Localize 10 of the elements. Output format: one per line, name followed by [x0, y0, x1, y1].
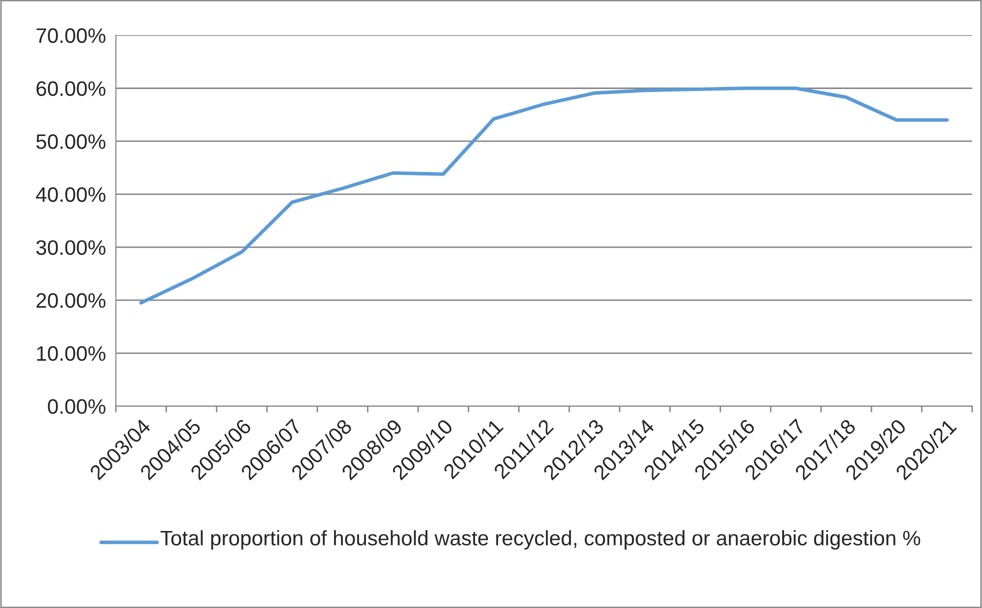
legend-label: Total proportion of household waste recycled, composted or anaerobic digestion % [160, 530, 920, 550]
y-tick-label: 10.00% [37, 346, 106, 361]
y-tick-label: 40.00% [36, 187, 106, 202]
y-tick-label: 70.00% [36, 28, 106, 44]
y-tick-label: 20.00% [36, 293, 106, 308]
y-tick-label: 30.00% [36, 240, 106, 255]
line-series [139, 86, 949, 305]
y-tick-label: 50.00% [36, 134, 106, 149]
y-tick-label: 0.00% [48, 399, 106, 414]
y-tick-label: 60.00% [36, 81, 106, 96]
